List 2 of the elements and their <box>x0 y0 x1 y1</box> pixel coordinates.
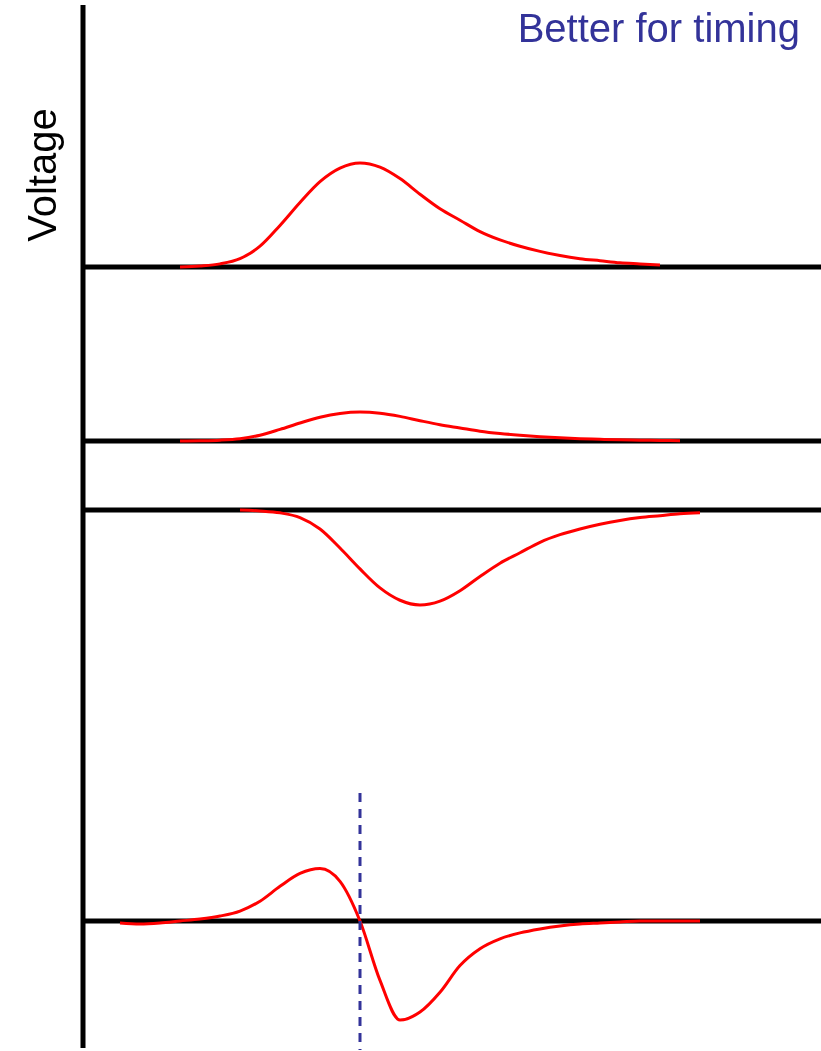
y-axis-title: Voltage <box>20 108 64 242</box>
chart-title: Better for timing <box>517 6 800 50</box>
